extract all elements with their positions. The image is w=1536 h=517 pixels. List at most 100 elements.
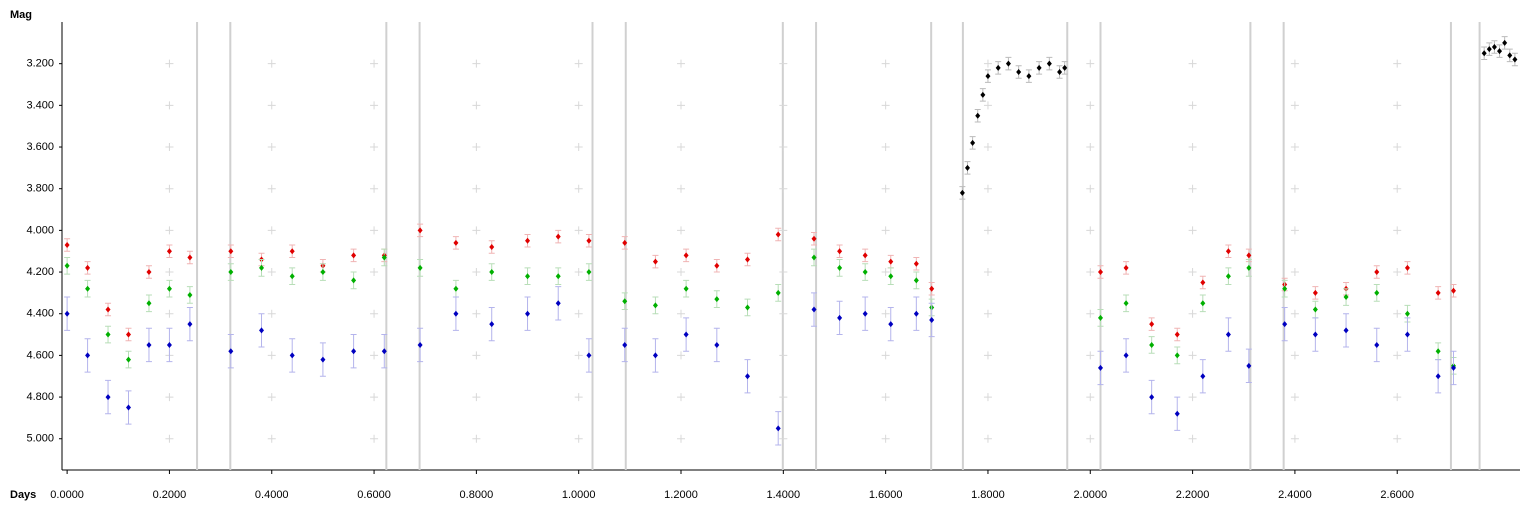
grid-cross bbox=[983, 434, 992, 443]
data-point bbox=[1312, 331, 1318, 338]
data-point bbox=[837, 314, 843, 321]
data-point bbox=[1343, 327, 1349, 334]
grid-cross bbox=[983, 351, 992, 360]
data-point bbox=[837, 264, 843, 271]
grid-cross bbox=[165, 268, 174, 277]
data-point bbox=[1098, 314, 1104, 321]
data-point bbox=[1225, 273, 1231, 280]
grid-cross bbox=[267, 309, 276, 318]
data-point bbox=[555, 273, 561, 280]
grid-cross bbox=[1188, 434, 1197, 443]
grid-cross bbox=[677, 268, 686, 277]
grid-cross bbox=[677, 309, 686, 318]
grid-cross bbox=[1188, 143, 1197, 152]
x-tick-label: 1.2000 bbox=[664, 489, 698, 501]
grid-cross bbox=[574, 143, 583, 152]
data-point bbox=[1502, 39, 1508, 46]
data-point bbox=[453, 285, 459, 292]
data-point bbox=[126, 404, 132, 411]
grid-cross bbox=[1393, 184, 1402, 193]
y-tick-label: 4.400 bbox=[26, 308, 54, 320]
x-tick-label: 2.6000 bbox=[1380, 489, 1414, 501]
grid-cross bbox=[165, 101, 174, 110]
data-point bbox=[166, 285, 172, 292]
grid-cross bbox=[983, 393, 992, 402]
grid-cross bbox=[1290, 309, 1299, 318]
data-point bbox=[929, 316, 935, 323]
grid-cross bbox=[779, 143, 788, 152]
data-point bbox=[525, 237, 531, 244]
data-point bbox=[888, 321, 894, 328]
data-point bbox=[775, 231, 781, 238]
data-point bbox=[228, 269, 234, 276]
data-point bbox=[1046, 60, 1052, 67]
data-point bbox=[586, 237, 592, 244]
grid-cross bbox=[574, 393, 583, 402]
grid-cross bbox=[983, 226, 992, 235]
data-point bbox=[489, 321, 495, 328]
grid-cross bbox=[165, 309, 174, 318]
grid-cross bbox=[1290, 351, 1299, 360]
data-point bbox=[351, 252, 357, 259]
y-tick-label: 4.600 bbox=[26, 349, 54, 361]
grid-cross bbox=[779, 268, 788, 277]
grid-cross bbox=[779, 59, 788, 68]
data-point bbox=[289, 248, 295, 255]
data-point bbox=[1174, 331, 1180, 338]
data-point bbox=[351, 348, 357, 355]
data-point bbox=[1450, 364, 1456, 371]
x-tick-label: 1.6000 bbox=[869, 489, 903, 501]
data-point bbox=[1057, 69, 1063, 76]
grid-cross bbox=[779, 393, 788, 402]
data-point bbox=[381, 348, 387, 355]
data-point bbox=[714, 341, 720, 348]
data-point bbox=[1404, 264, 1410, 271]
grid-cross bbox=[472, 434, 481, 443]
grid-cross bbox=[472, 268, 481, 277]
grid-cross bbox=[165, 226, 174, 235]
data-point bbox=[1282, 321, 1288, 328]
grid-cross bbox=[370, 59, 379, 68]
grid-cross bbox=[370, 309, 379, 318]
data-point bbox=[837, 248, 843, 255]
grid-cross bbox=[677, 59, 686, 68]
data-point bbox=[1246, 264, 1252, 271]
data-point bbox=[126, 356, 132, 363]
grid-cross bbox=[1393, 226, 1402, 235]
data-point bbox=[228, 248, 234, 255]
data-point bbox=[775, 425, 781, 432]
grid-cross bbox=[677, 393, 686, 402]
grid-cross bbox=[779, 309, 788, 318]
y-tick-label: 4.800 bbox=[26, 391, 54, 403]
data-point bbox=[64, 310, 70, 317]
grid-cross bbox=[779, 184, 788, 193]
data-point bbox=[105, 306, 111, 313]
data-point bbox=[1343, 294, 1349, 301]
grid-cross bbox=[574, 184, 583, 193]
grid-cross bbox=[267, 59, 276, 68]
data-point bbox=[622, 298, 628, 305]
x-tick-label: 0.0000 bbox=[50, 489, 84, 501]
data-point bbox=[146, 300, 152, 307]
grid-cross bbox=[370, 351, 379, 360]
grid-cross bbox=[1188, 59, 1197, 68]
grid-cross bbox=[779, 351, 788, 360]
data-point bbox=[652, 352, 658, 359]
data-point bbox=[85, 352, 91, 359]
y-tick-label: 4.200 bbox=[26, 266, 54, 278]
grid-cross bbox=[1188, 351, 1197, 360]
grid-cross bbox=[1290, 434, 1299, 443]
data-point bbox=[1507, 52, 1513, 59]
grid-cross bbox=[267, 226, 276, 235]
data-point bbox=[964, 164, 970, 171]
data-point bbox=[1512, 56, 1518, 63]
grid-cross bbox=[881, 434, 890, 443]
data-point bbox=[1450, 287, 1456, 294]
data-point bbox=[381, 254, 387, 261]
data-point bbox=[453, 239, 459, 246]
data-point bbox=[995, 64, 1001, 71]
grid-cross bbox=[779, 101, 788, 110]
data-point bbox=[1312, 289, 1318, 296]
data-point bbox=[913, 260, 919, 267]
grid-cross bbox=[267, 393, 276, 402]
